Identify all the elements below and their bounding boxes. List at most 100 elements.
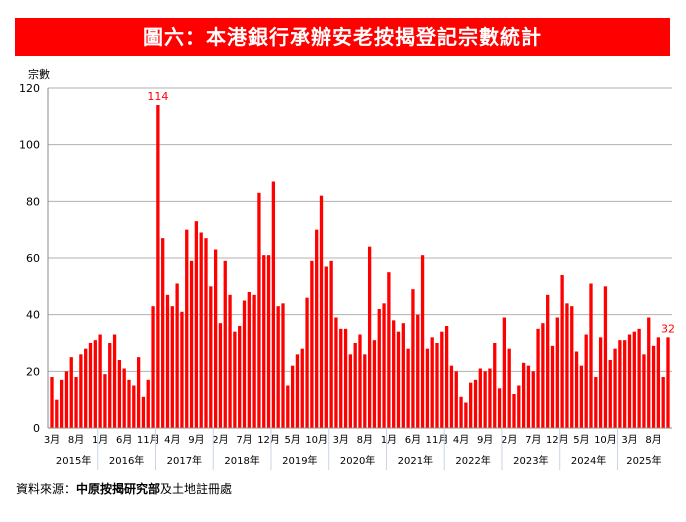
bar	[406, 348, 410, 428]
bar	[339, 328, 343, 428]
bar	[189, 260, 194, 428]
bar	[295, 354, 300, 428]
bar	[666, 337, 670, 428]
year-label: 2015年	[56, 454, 91, 467]
year-label: 2023年	[513, 454, 548, 467]
bar	[420, 255, 425, 428]
bar	[156, 105, 160, 428]
bar	[459, 396, 463, 428]
year-label: 2020年	[340, 454, 375, 467]
bar	[194, 221, 199, 428]
bar	[526, 365, 531, 428]
source-suffix: 及土地註冊處	[160, 482, 233, 496]
bar	[146, 379, 150, 428]
bar	[497, 388, 502, 428]
bar	[319, 195, 324, 428]
x-tick-label: 10月	[305, 434, 328, 446]
bar	[98, 334, 102, 428]
bar	[247, 292, 251, 428]
bar	[608, 360, 612, 428]
bar	[310, 260, 314, 428]
x-tick-label: 6月	[405, 434, 421, 446]
bar	[387, 272, 391, 428]
bar	[300, 348, 304, 428]
bar	[64, 371, 69, 428]
year-label: 2021年	[398, 454, 433, 467]
bar	[594, 377, 598, 428]
x-tick-label: 2月	[212, 434, 228, 446]
bar	[79, 354, 83, 428]
bar	[449, 365, 454, 428]
bar	[334, 317, 338, 428]
bar	[358, 334, 362, 428]
bar	[213, 249, 218, 428]
bar	[512, 394, 516, 428]
bar	[276, 306, 280, 428]
bar	[541, 323, 545, 428]
x-tick-label: 4月	[453, 434, 469, 446]
x-tick-label: 9月	[477, 434, 493, 446]
bar	[546, 294, 550, 428]
y-tick-label: 40	[26, 309, 40, 322]
bar	[521, 362, 526, 428]
bar	[574, 351, 579, 428]
bar	[536, 328, 540, 428]
bar	[603, 286, 608, 428]
bar	[647, 317, 651, 428]
bar	[656, 337, 661, 428]
bar	[493, 343, 497, 428]
bar	[122, 368, 126, 428]
bar	[367, 246, 372, 428]
bar	[401, 323, 405, 428]
bar	[257, 192, 261, 428]
year-label: 2025年	[626, 454, 661, 467]
bar	[430, 337, 434, 428]
bar	[464, 402, 468, 428]
x-tick-label: 3月	[621, 434, 637, 446]
bar	[579, 365, 584, 428]
bar	[218, 323, 223, 428]
bar	[69, 357, 73, 428]
bar	[454, 371, 458, 428]
bar	[382, 303, 386, 428]
bar	[84, 348, 88, 428]
x-tick-label: 8月	[357, 434, 373, 446]
bar	[570, 306, 574, 428]
bar	[223, 260, 227, 428]
bar	[531, 371, 535, 428]
bar	[266, 255, 271, 428]
bar	[238, 326, 242, 428]
bar	[613, 348, 617, 428]
bar	[209, 286, 213, 428]
x-tick-label: 12月	[257, 434, 280, 446]
x-tick-label: 8月	[68, 434, 84, 446]
bar	[286, 385, 290, 428]
data-label: 32	[661, 322, 675, 335]
bar	[632, 331, 636, 428]
bar	[444, 326, 449, 428]
x-tick-label: 4月	[164, 434, 180, 446]
y-tick-label: 0	[33, 422, 40, 435]
bar	[112, 334, 117, 428]
y-tick-label: 120	[19, 82, 40, 95]
bar	[642, 354, 646, 428]
bar	[589, 283, 593, 428]
bar	[117, 360, 122, 428]
x-tick-label: 8月	[645, 434, 661, 446]
bar	[473, 379, 478, 428]
x-tick-label: 3月	[44, 434, 60, 446]
year-label: 2024年	[571, 454, 606, 467]
bar	[180, 311, 184, 428]
bar	[661, 377, 665, 428]
y-tick-label: 60	[26, 252, 40, 265]
bar	[488, 368, 492, 428]
bar	[377, 309, 381, 428]
bar	[517, 385, 521, 428]
bar	[372, 340, 377, 428]
bar	[204, 238, 208, 428]
x-tick-label: 11月	[137, 434, 160, 446]
bar	[315, 229, 319, 428]
y-tick-label: 20	[26, 365, 40, 378]
bar	[618, 340, 622, 428]
bar	[507, 348, 511, 428]
